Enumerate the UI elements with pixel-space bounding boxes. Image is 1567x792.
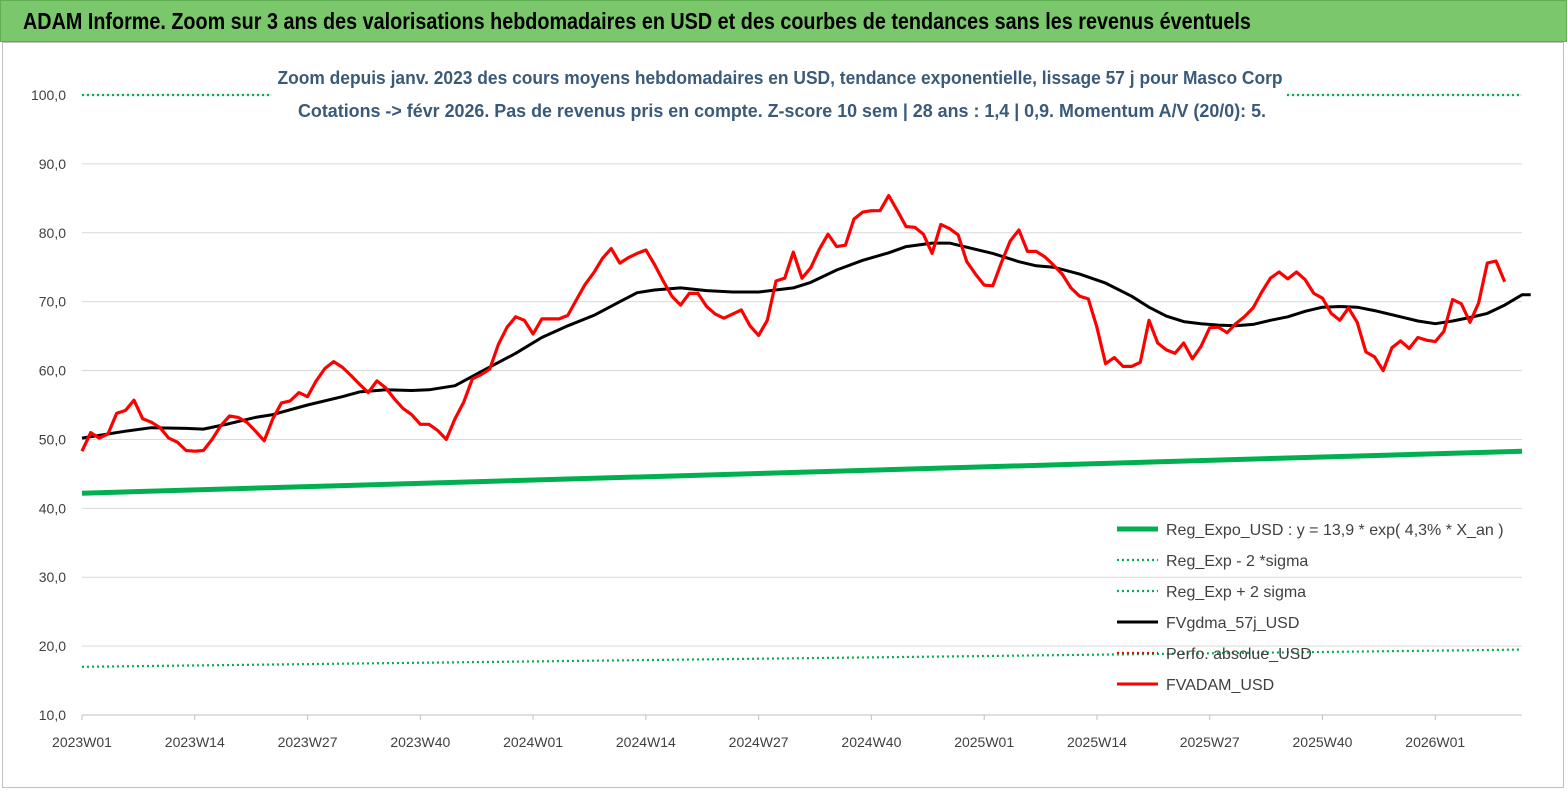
- legend: Reg_Expo_USD : y = 13,9 * exp( 4,3% * X_…: [1117, 522, 1504, 694]
- gridlines: [82, 94, 1522, 716]
- report-title: ADAM Informe. Zoom sur 3 ans des valoris…: [23, 8, 1251, 34]
- x-axis-tick-labels: 2023W01 2023W14 2023W27 2023W40 2024W01 2024W…: [52, 715, 1465, 750]
- chart-title: Zoom depuis janv. 2023 des cours moyens …: [278, 68, 1283, 88]
- x-tick-label: 2024W01: [503, 734, 563, 750]
- legend-entry: Reg_Expo_USD : y = 13,9 * exp( 4,3% * X_…: [1166, 522, 1504, 539]
- y-axis-tick-labels: 10,0 20,0 30,0 40,0 50,0 60,0 70,0 80,0 90,0 100,…: [31, 87, 66, 723]
- y-tick-label: 40,0: [39, 500, 66, 516]
- legend-entry: FVADAM_USD: [1166, 677, 1274, 694]
- x-tick-label: 2025W40: [1293, 734, 1353, 750]
- x-tick-label: 2024W14: [616, 734, 676, 750]
- x-tick-label: 2025W14: [1067, 734, 1127, 750]
- series-line: [81, 241, 1531, 440]
- y-tick-label: 20,0: [39, 638, 66, 654]
- y-tick-label: 70,0: [39, 294, 66, 310]
- y-tick-label: 30,0: [39, 569, 66, 585]
- report-banner: ADAM Informe. Zoom sur 3 ans des valoris…: [0, 0, 1567, 42]
- x-tick-label: 2023W27: [278, 734, 338, 750]
- series-line: [80, 194, 1507, 453]
- series-lines: [80, 93, 1531, 668]
- legend-entry: Reg_Exp + 2 sigma: [1166, 584, 1306, 601]
- y-tick-label: 10,0: [39, 707, 66, 723]
- legend-entry: Reg_Exp - 2 *sigma: [1166, 553, 1308, 570]
- legend-entry: Perfo. absolue_USD: [1166, 646, 1312, 663]
- x-tick-label: 2023W40: [390, 734, 450, 750]
- x-tick-label: 2023W14: [165, 734, 225, 750]
- legend-entry: FVgdma_57j_USD: [1166, 615, 1299, 632]
- y-tick-label: 90,0: [39, 156, 66, 172]
- x-tick-label: 2024W40: [841, 734, 901, 750]
- x-tick-label: 2024W27: [729, 734, 789, 750]
- chart-frame: [2, 42, 1564, 788]
- x-tick-label: 2026W01: [1405, 734, 1465, 750]
- y-tick-label: 100,0: [31, 87, 66, 103]
- y-tick-label: 80,0: [39, 225, 66, 241]
- x-tick-label: 2025W01: [954, 734, 1014, 750]
- chart-subtitle: Cotations -> févr 2026. Pas de revenus p…: [298, 101, 1266, 121]
- chart-title-background: [272, 62, 1287, 128]
- y-tick-label: 50,0: [39, 431, 66, 447]
- series-line: [81, 648, 1523, 668]
- x-tick-label: 2023W01: [52, 734, 112, 750]
- x-tick-label: 2025W27: [1180, 734, 1240, 750]
- series-line: [81, 448, 1523, 496]
- y-tick-label: 60,0: [39, 363, 66, 379]
